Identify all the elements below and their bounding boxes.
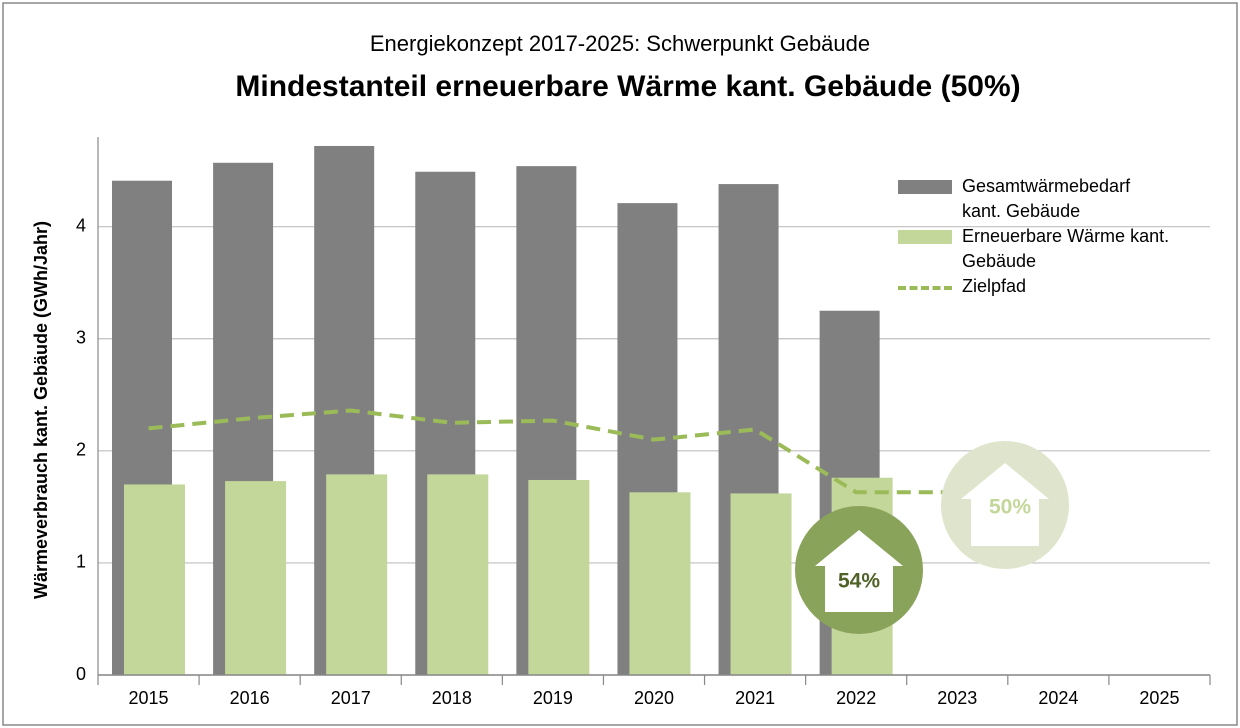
legend-label: Gesamtwärmebedarf kant. Gebäude (962, 176, 1131, 221)
legend-swatch (898, 230, 952, 244)
y-tick-label: 4 (76, 215, 86, 235)
y-axis-label: Wärmeverbrauch kant. Gebäude (GWh/Jahr) (31, 221, 51, 599)
legend-label: Zielpfad (962, 276, 1027, 296)
bar (124, 484, 185, 675)
bar (629, 492, 691, 675)
x-tick-label: 2023 (937, 688, 977, 708)
bar (326, 474, 388, 675)
x-tick-label: 2024 (1038, 688, 1078, 708)
badge-54: 54% (795, 506, 923, 634)
x-tick-label: 2016 (230, 688, 270, 708)
badge-50: 50% (941, 441, 1069, 569)
annotation: 50% (989, 496, 1031, 519)
chart-title: Mindestanteil erneuerbare Wärme kant. Ge… (235, 70, 1020, 103)
x-tick-label: 2025 (1139, 688, 1179, 708)
x-tick-label: 2017 (331, 688, 371, 708)
x-tick-label: 2020 (634, 688, 674, 708)
x-tick-label: 2019 (533, 688, 573, 708)
y-tick-label: 0 (76, 664, 86, 684)
plot-area: 0 1 2 3 4 2015 2016 2017 2018 2019 2020 2021 2022 202… (76, 137, 1211, 708)
x-tick-label: 2018 (432, 688, 472, 708)
legend-item: Zielpfad (898, 274, 1188, 299)
bar (528, 479, 590, 675)
bar (225, 481, 287, 675)
house-icon (961, 463, 1049, 546)
bar (730, 493, 792, 675)
legend-swatch (898, 286, 952, 290)
y-tick-label: 3 (76, 328, 86, 348)
legend-item: Gesamtwärmebedarf kant. Gebäude (898, 174, 1188, 224)
house-icon (815, 530, 903, 612)
line (148, 408, 958, 495)
legend-swatch (898, 180, 952, 194)
chart-subtitle: Energiekonzept 2017-2025: Schwerpunkt Ge… (370, 31, 870, 56)
annotation: 54% (838, 570, 880, 593)
legend-label: Erneuerbare Wärme kant. Gebäude (962, 226, 1170, 271)
x-tick-label: 2022 (836, 688, 876, 708)
y-tick-label: 2 (76, 440, 86, 460)
y-tick-label: 1 (76, 552, 86, 572)
legend: Gesamtwärmebedarf kant. Gebäude Erneuerba… (898, 174, 1188, 299)
bar (427, 474, 489, 675)
x-tick-label: 2021 (735, 688, 775, 708)
legend-item: Erneuerbare Wärme kant. Gebäude (898, 224, 1188, 274)
x-tick-label: 2015 (129, 688, 169, 708)
